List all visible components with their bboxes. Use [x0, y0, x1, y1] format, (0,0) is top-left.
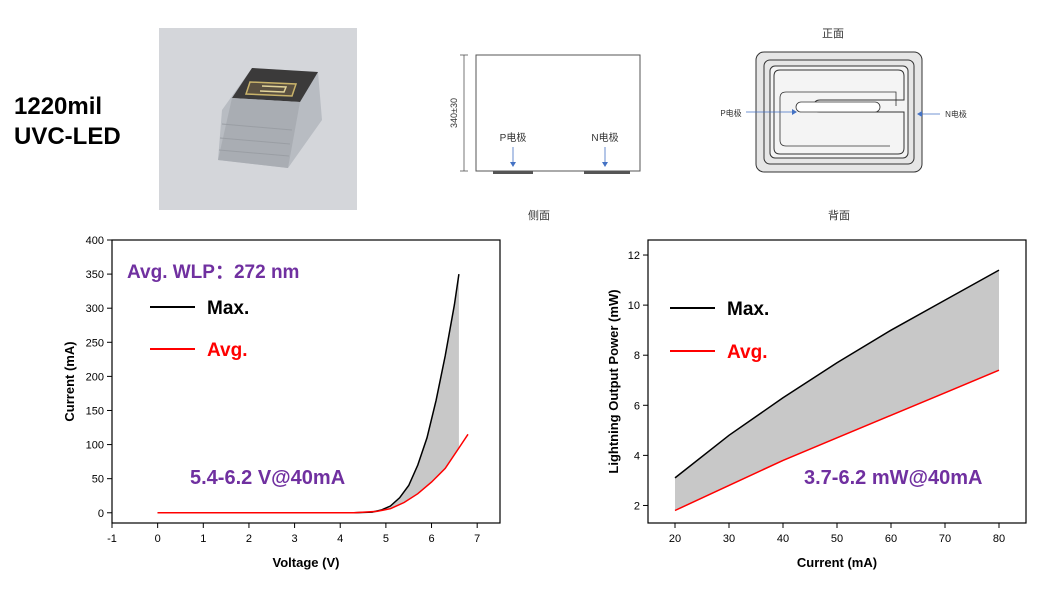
x-axis-label: Voltage (V)	[273, 555, 340, 570]
fill-between-area	[675, 270, 999, 511]
lop-chart: 20 30 40 50 60 70 80 2 4 6 8 10 12 Current (mA) Lightn…	[606, 239, 1027, 570]
y-tick-label: 4	[634, 450, 640, 462]
y-tick-label: 300	[86, 303, 104, 315]
x-tick-label: 7	[474, 533, 480, 545]
side-view-caption: 侧面	[528, 209, 550, 222]
front-view-caption: 正面	[822, 28, 844, 40]
y-tick-label: 0	[98, 508, 104, 520]
chart-annotation: Avg. WLP：272 nm	[127, 262, 299, 283]
legend-label: Avg.	[727, 342, 767, 363]
legend-label: Avg.	[207, 340, 247, 361]
front-view-diagram: 正面 P电极 N电极 背面	[720, 28, 967, 222]
x-tick-label: 6	[428, 533, 434, 545]
x-tick-label: 60	[885, 533, 897, 545]
side-dimension-label: 340±30	[449, 98, 459, 128]
front-p-electrode-label: P电极	[720, 108, 741, 118]
y-tick-label: 2	[634, 500, 640, 512]
led-photo	[159, 28, 357, 210]
x-tick-label: 3	[292, 533, 298, 545]
plot-frame	[111, 239, 501, 524]
y-tick-label: 12	[628, 250, 640, 262]
y-tick-label: 400	[86, 235, 104, 247]
side-view-diagram: 340±30 P电极 N电极 侧面	[449, 54, 641, 222]
x-tick-label: 20	[669, 533, 681, 545]
x-tick-label: 70	[939, 533, 951, 545]
x-tick-label: 50	[831, 533, 843, 545]
chart-annotation: 3.7-6.2 mW@40mA	[804, 467, 982, 489]
x-tick-label: 2	[246, 533, 252, 545]
side-n-electrode-label: N电极	[591, 131, 618, 144]
x-tick-label: 0	[155, 533, 161, 545]
y-axis-label: Lightning Output Power (mW)	[606, 289, 621, 473]
y-axis-label: Current (mA)	[62, 341, 77, 421]
y-tick-label: 6	[634, 400, 640, 412]
legend-label: Max.	[207, 298, 249, 319]
x-tick-label: 5	[383, 533, 389, 545]
series-line-avg	[157, 433, 469, 514]
x-tick-label: -1	[107, 533, 117, 545]
y-tick-label: 350	[86, 269, 104, 281]
y-tick-label: 200	[86, 371, 104, 383]
y-tick-label: 100	[86, 440, 104, 452]
product-title-line1: 1220mil	[14, 93, 103, 120]
x-tick-label: 30	[723, 533, 735, 545]
x-tick-label: 40	[777, 533, 789, 545]
x-tick-label: 4	[337, 533, 343, 545]
y-tick-label: 250	[86, 337, 104, 349]
legend-label: Max.	[727, 299, 769, 320]
y-tick-label: 150	[86, 405, 104, 417]
y-tick-label: 50	[92, 474, 104, 486]
product-title-line2: UVC-LED	[14, 123, 121, 150]
iv-chart: -1 0 1 2 3 4 5 6 7 0 50 100 150 200 250 300 350 400 Voltag…	[62, 235, 501, 570]
product-title: 1220mil UVC-LED	[14, 92, 121, 152]
side-p-electrode-label: P电极	[500, 131, 527, 144]
back-view-caption: 背面	[828, 208, 850, 222]
series-line-avg	[674, 369, 1000, 512]
y-tick-label: 8	[634, 350, 640, 362]
x-tick-label: 1	[200, 533, 206, 545]
chart-annotation: 5.4-6.2 V@40mA	[190, 467, 345, 489]
x-tick-label: 80	[993, 533, 1005, 545]
series-line-max	[674, 269, 1000, 479]
front-n-electrode-label: N电极	[945, 109, 967, 119]
y-tick-label: 10	[628, 300, 640, 312]
x-axis-label: Current (mA)	[797, 555, 877, 570]
